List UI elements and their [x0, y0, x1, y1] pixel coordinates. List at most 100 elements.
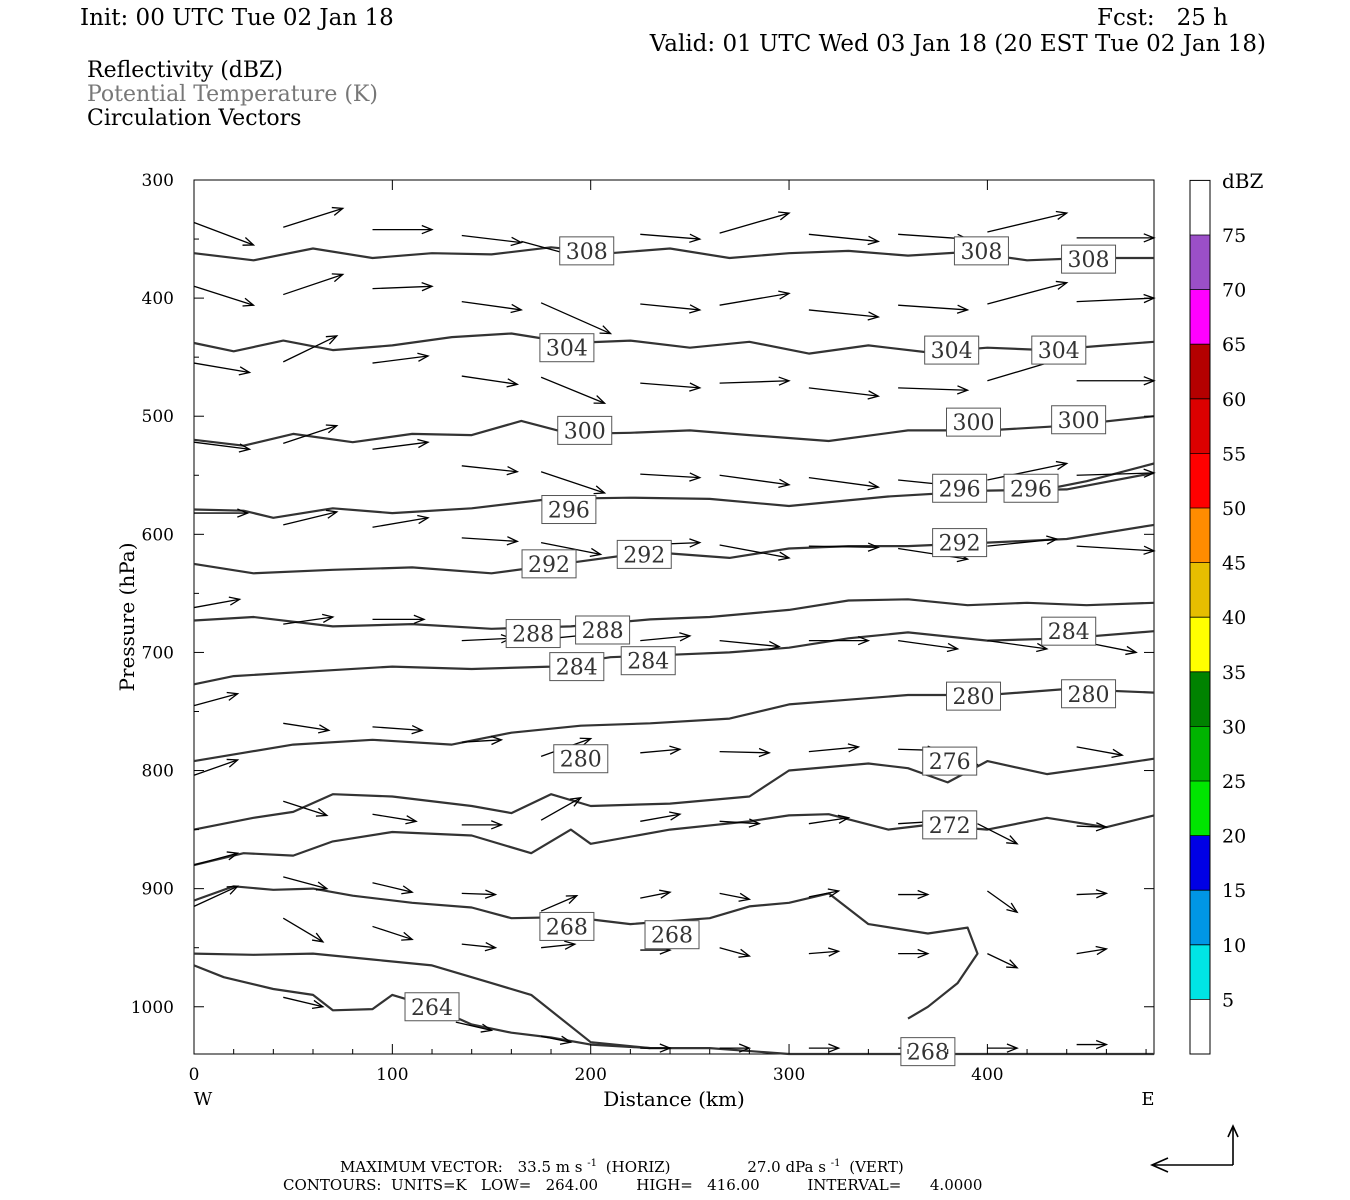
vector-head [1055, 280, 1069, 290]
x-tick-label: 200 [574, 1065, 606, 1085]
vector-head [506, 466, 520, 476]
vector-head [421, 224, 434, 235]
vector-shaft [640, 891, 671, 899]
circulation-vector [1076, 889, 1109, 899]
vector-head [867, 542, 881, 552]
circulation-vector [372, 925, 414, 941]
contour-label-box [953, 236, 1009, 266]
circulation-vector [898, 385, 970, 395]
theta-contour-264 [193, 964, 651, 1050]
colorbar-swatch [1190, 562, 1210, 618]
vector-shaft [1076, 297, 1155, 303]
forecast-hour: Fcst: 25 h [1097, 5, 1228, 31]
max-horiz-exponent: -1 [587, 1158, 597, 1169]
vector-shaft [282, 335, 338, 363]
vector-head [1036, 642, 1049, 653]
theta-contour-308 [193, 246, 1154, 262]
circulation-vector [193, 221, 256, 246]
vector-shaft [808, 233, 879, 243]
circulation-vector [193, 362, 252, 376]
vector-head [1006, 959, 1019, 969]
vector-shaft [808, 545, 879, 548]
contour-label-276: 276 [922, 746, 978, 776]
vector-head [1111, 748, 1124, 759]
vector-shaft [640, 382, 700, 389]
contour-label-text: 300 [1058, 409, 1100, 434]
circulation-vector [193, 885, 240, 907]
vector-shaft [455, 1021, 492, 1032]
vector-head [689, 304, 702, 314]
vector-shaft [540, 797, 582, 821]
vector-shaft [372, 355, 429, 364]
circulation-vector [808, 947, 841, 957]
vector-shaft [987, 462, 1067, 481]
vector-head [1095, 945, 1109, 956]
contour-label-box [559, 236, 615, 266]
circulation-vector [372, 514, 430, 528]
vector-shaft [640, 813, 681, 822]
circulation-vector [640, 303, 702, 314]
circulation-vector [808, 233, 881, 246]
vector-shaft [193, 759, 238, 776]
vector-head [506, 378, 520, 388]
contour-label-text: 292 [528, 553, 570, 578]
vector-head [768, 640, 781, 651]
colorbar-level-label: 50 [1222, 498, 1246, 520]
circulation-vector [1076, 822, 1109, 832]
circulation-vector [719, 290, 791, 306]
vector-shaft [640, 635, 690, 642]
contour-label-304: 304 [1031, 335, 1087, 365]
vector-shaft [461, 234, 522, 244]
contour-label-box [549, 652, 605, 682]
vector-shaft [640, 473, 700, 479]
vector-head [226, 691, 240, 701]
vector-head [758, 747, 771, 758]
max-horiz-value: 33.5 m s [518, 1158, 583, 1176]
circulation-vector [1076, 746, 1124, 759]
vector-head [1095, 822, 1109, 832]
vector-shaft [282, 917, 324, 943]
vector-shaft [540, 541, 601, 556]
circulation-vector [372, 725, 424, 735]
vector-head [1143, 545, 1156, 555]
vector-head [689, 538, 702, 548]
circulation-vector [987, 639, 1049, 653]
vector-shaft [808, 890, 839, 898]
contour-label-text: 296 [548, 499, 590, 524]
circulation-vector [808, 743, 861, 753]
vector-shaft [719, 639, 780, 648]
vector-head [1046, 535, 1059, 545]
vector-shaft [987, 639, 1047, 650]
contour-label-text: 308 [566, 240, 608, 265]
vector-shaft [193, 221, 254, 246]
vector-head [417, 514, 430, 525]
vector-shaft [193, 362, 250, 374]
vector-head [1006, 835, 1019, 845]
vector-head [484, 889, 498, 899]
colorbar-level-label: 15 [1222, 880, 1246, 902]
circulation-vector [898, 639, 960, 653]
axes: 0 100 200 300 400 300 400 500 600 700 800 900 1000 [131, 171, 1154, 1085]
contour-label-284: 284 [620, 646, 676, 676]
colorbar-swatch [1190, 344, 1210, 399]
circulation-vector [282, 917, 325, 943]
contour-label-292: 292 [616, 539, 672, 569]
contour-label-box [404, 992, 460, 1022]
vector-head [484, 942, 498, 952]
vector-head [242, 237, 256, 246]
contour-label-288: 288 [575, 615, 631, 645]
contour-label-280: 280 [946, 681, 1002, 711]
vector-shaft [372, 882, 413, 893]
vector-shaft [461, 301, 522, 311]
circulation-vector [808, 814, 851, 825]
vector-head [867, 235, 881, 246]
circulation-vector [719, 747, 771, 758]
vector-shaft [193, 852, 238, 866]
vector-head [331, 273, 345, 283]
circulation-vector [193, 285, 256, 307]
circulation-vector [372, 438, 430, 450]
vector-shaft [719, 947, 750, 957]
contour-label-text: 272 [929, 814, 971, 839]
vector-head [593, 485, 607, 495]
circulation-vectors [193, 206, 1156, 1053]
